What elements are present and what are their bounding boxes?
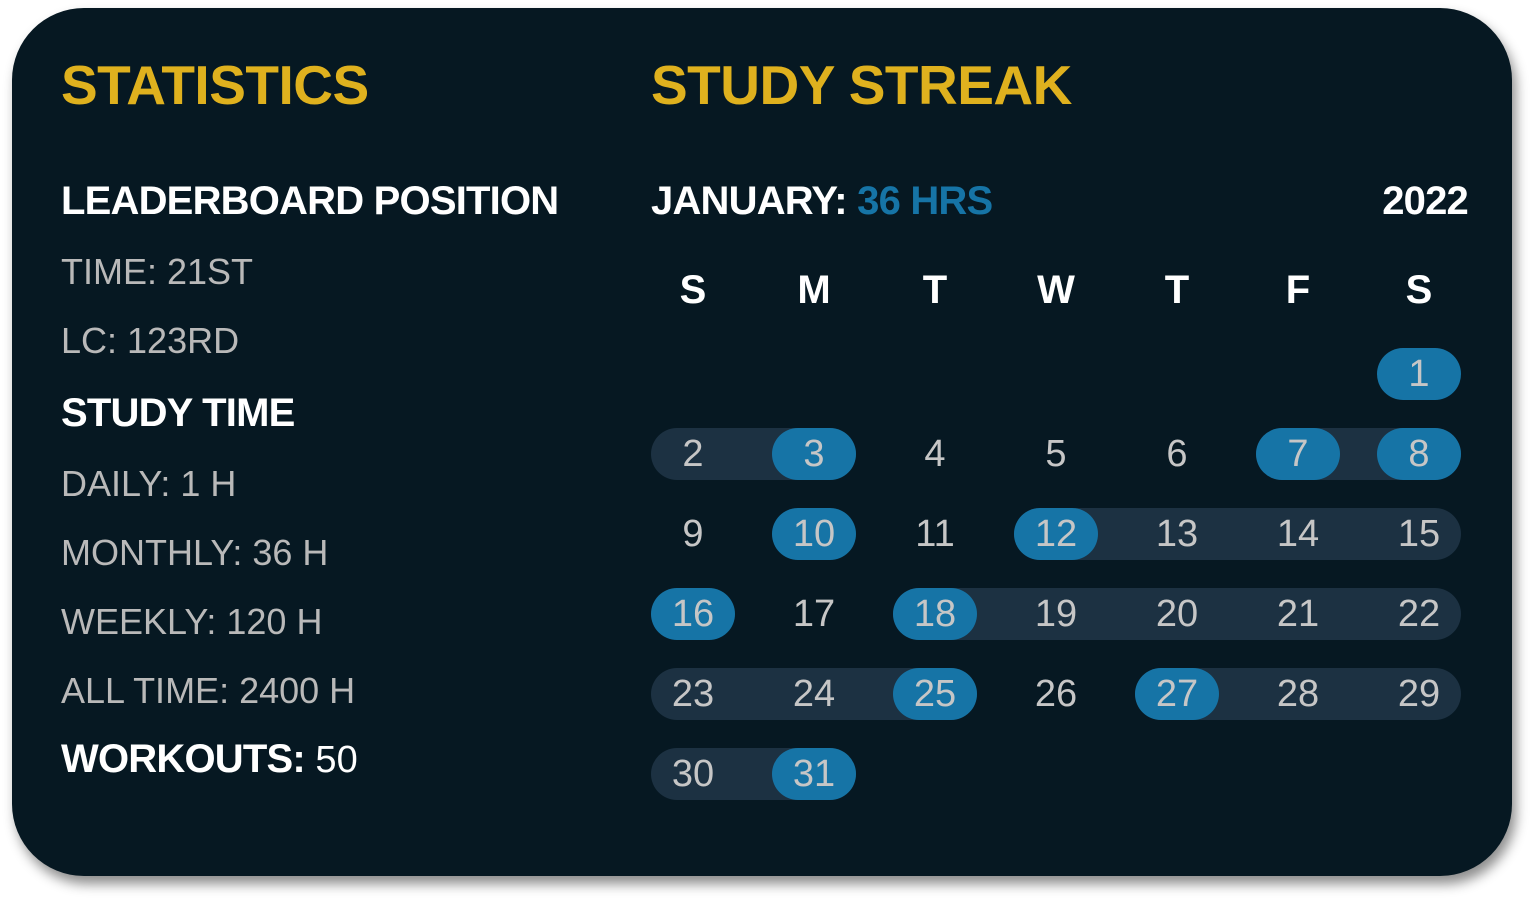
statistics-card: STATISTICS LEADERBOARD POSITION TIME: 21… [12, 8, 1512, 876]
weekday-tue: T [922, 268, 948, 312]
calendar-day[interactable]: 10 [792, 513, 836, 555]
highlighted-day-marker [772, 748, 856, 800]
year-label: 2022 [1382, 179, 1469, 223]
highlighted-day-marker [1014, 508, 1098, 560]
calendar-day[interactable]: 31 [792, 753, 836, 795]
workouts-label: WORKOUTS: [61, 737, 306, 781]
highlighted-day-marker [893, 668, 977, 720]
study-time-daily: DAILY: 1 H [61, 463, 237, 504]
weekday-sun: S [679, 268, 707, 312]
calendar-day[interactable]: 17 [792, 593, 836, 635]
weekday-sat: S [1405, 268, 1433, 312]
weekday-thu: T [1164, 268, 1190, 312]
study-streak-title: STUDY STREAK [651, 54, 1072, 116]
highlighted-day-marker [1377, 428, 1461, 480]
calendar-day[interactable]: 16 [671, 593, 715, 635]
calendar-day[interactable]: 27 [1155, 673, 1199, 715]
highlighted-day-marker [1256, 428, 1340, 480]
calendar-day[interactable]: 14 [1276, 513, 1320, 555]
highlighted-day-marker [893, 588, 977, 640]
calendar-day[interactable]: 25 [913, 673, 957, 715]
calendar-day[interactable]: 8 [1408, 433, 1430, 475]
highlighted-day-marker [651, 588, 735, 640]
leaderboard-heading: LEADERBOARD POSITION [61, 179, 559, 223]
highlighted-day-marker [1377, 348, 1461, 400]
study-time-all-time: ALL TIME: 2400 H [61, 670, 356, 711]
calendar-day[interactable]: 2 [682, 433, 704, 475]
calendar-day[interactable]: 5 [1045, 433, 1067, 475]
calendar-day[interactable]: 12 [1034, 513, 1078, 555]
leaderboard-time: TIME: 21ST [61, 251, 254, 292]
calendar-day[interactable]: 28 [1276, 673, 1320, 715]
workouts-row: WORKOUTS: 50 [61, 739, 358, 782]
calendar-day[interactable]: 1 [1408, 353, 1430, 395]
calendar-day[interactable]: 18 [913, 593, 957, 635]
study-time-weekly: WEEKLY: 120 H [61, 601, 323, 642]
weekday-mon: M [797, 268, 831, 312]
calendar-day[interactable]: 4 [924, 433, 946, 475]
calendar-day[interactable]: 13 [1155, 513, 1199, 555]
calendar-day[interactable]: 6 [1166, 433, 1188, 475]
study-time-heading: STUDY TIME [61, 391, 295, 435]
calendar-day[interactable]: 15 [1397, 513, 1441, 555]
calendar-day[interactable]: 22 [1397, 593, 1441, 635]
calendar-day[interactable]: 20 [1155, 593, 1199, 635]
weekday-fri: F [1285, 268, 1311, 312]
leaderboard-lc: LC: 123RD [61, 320, 240, 361]
calendar-day[interactable]: 9 [682, 513, 704, 555]
calendar-day[interactable]: 29 [1397, 673, 1441, 715]
weekday-wed: W [1037, 268, 1075, 312]
highlighted-day-marker [1135, 668, 1219, 720]
streak-bar [893, 588, 1461, 640]
calendar-day[interactable]: 30 [671, 753, 715, 795]
highlighted-day-marker [772, 508, 856, 560]
month-label: JANUARY: [651, 179, 848, 223]
month-hours: 36 HRS [846, 179, 993, 223]
study-time-monthly: MONTHLY: 36 H [61, 532, 329, 573]
calendar-day[interactable]: 7 [1287, 433, 1309, 475]
calendar-day[interactable]: 23 [671, 673, 715, 715]
calendar-day[interactable]: 19 [1034, 593, 1078, 635]
workouts-value: 50 [304, 739, 358, 781]
calendar-day[interactable]: 24 [792, 673, 836, 715]
calendar-day[interactable]: 21 [1276, 593, 1320, 635]
statistics-title: STATISTICS [61, 54, 369, 116]
calendar-day[interactable]: 11 [915, 513, 955, 555]
calendar-day[interactable]: 26 [1034, 673, 1078, 715]
highlighted-day-marker [772, 428, 856, 480]
calendar-day[interactable]: 3 [803, 433, 825, 475]
month-header: JANUARY: 36 HRS [651, 179, 993, 223]
